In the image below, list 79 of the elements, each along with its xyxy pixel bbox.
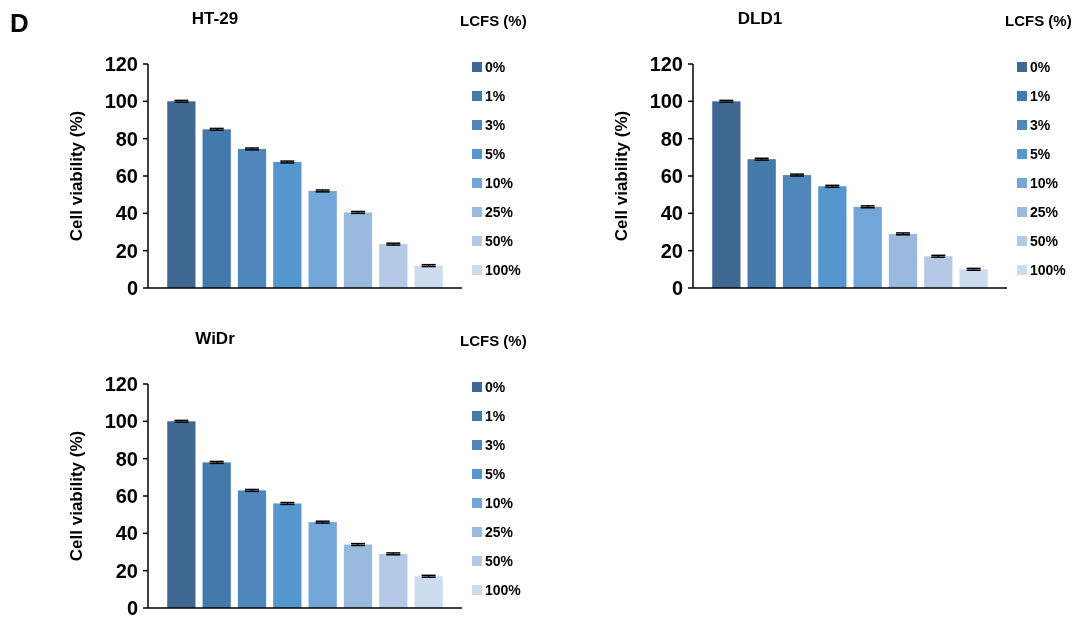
- legend-label: 50%: [485, 552, 514, 569]
- bar: [414, 265, 443, 288]
- bar: [782, 175, 812, 288]
- text: D: [10, 8, 29, 38]
- bar: [167, 421, 196, 608]
- y-tick-label: 80: [660, 127, 683, 150]
- bar: [237, 490, 267, 608]
- bar: [712, 101, 741, 288]
- legend-label: 5%: [485, 145, 506, 162]
- legend-label: 0%: [485, 58, 506, 75]
- bar: [818, 186, 847, 288]
- y-tick-label: 120: [104, 53, 138, 75]
- legend-label: 5%: [1030, 145, 1051, 162]
- chart-title: HT-29: [191, 9, 239, 28]
- y-tick-label: 20: [660, 239, 683, 262]
- legend-label: 10%: [485, 174, 514, 191]
- bar: [959, 269, 988, 288]
- bar: [379, 553, 408, 608]
- legend-label: 3%: [1030, 116, 1051, 133]
- bar: [237, 148, 267, 288]
- y-tick-label: 0: [671, 277, 683, 299]
- legend-title: LCFS (%): [1005, 12, 1072, 29]
- legend-label: 25%: [485, 523, 514, 540]
- legend-label: 10%: [485, 494, 514, 511]
- y-axis-title: Cell viability (%): [67, 430, 86, 562]
- y-tick-label: 60: [115, 485, 138, 507]
- bar: [273, 503, 302, 608]
- bar: [167, 101, 196, 288]
- legend-label: 50%: [1030, 232, 1059, 249]
- bar: [343, 212, 373, 288]
- legend-label: 0%: [485, 378, 506, 395]
- bar: [202, 129, 231, 288]
- bar: [888, 233, 918, 288]
- bar: [273, 162, 302, 288]
- legend-title: LCFS (%): [460, 12, 527, 29]
- legend-label: 1%: [485, 407, 506, 424]
- legend-label: 5%: [485, 465, 506, 482]
- y-tick-label: 100: [649, 90, 683, 113]
- y-tick-label: 40: [115, 202, 138, 225]
- y-tick-label: 80: [115, 447, 138, 470]
- legend-label: 1%: [1030, 87, 1051, 104]
- y-tick-label: 60: [115, 165, 138, 187]
- bar: [414, 576, 443, 608]
- y-tick-label: 0: [126, 277, 138, 299]
- y-tick-label: 100: [104, 410, 138, 433]
- chart-title: DLD1: [737, 9, 783, 28]
- bar: [308, 190, 337, 288]
- bar: [343, 544, 373, 608]
- bar: [308, 522, 337, 608]
- y-tick-label: 60: [660, 165, 683, 187]
- y-tick-label: 20: [115, 239, 138, 262]
- y-tick-label: 120: [649, 53, 683, 75]
- chart-title: WiDr: [195, 329, 236, 348]
- legend-title: LCFS (%): [460, 332, 527, 349]
- legend-label: 50%: [485, 232, 514, 249]
- legend-label: 25%: [1030, 203, 1059, 220]
- y-axis-title: Cell viability (%): [67, 110, 86, 242]
- legend-label: 100%: [1030, 261, 1067, 278]
- legend-label: 10%: [1030, 174, 1059, 191]
- y-tick-label: 20: [115, 559, 138, 582]
- y-tick-label: 40: [660, 202, 683, 225]
- y-tick-label: 40: [115, 522, 138, 545]
- y-tick-label: 120: [104, 373, 138, 395]
- bar: [202, 462, 231, 608]
- legend-label: 3%: [485, 436, 506, 453]
- bar: [747, 159, 776, 288]
- bar: [853, 206, 882, 288]
- legend-label: 100%: [485, 581, 522, 598]
- y-axis-title: Cell viability (%): [612, 110, 631, 242]
- legend-label: 100%: [485, 261, 522, 278]
- legend-label: 3%: [485, 116, 506, 133]
- y-tick-label: 80: [115, 127, 138, 150]
- bar: [379, 244, 408, 288]
- y-tick-label: 0: [126, 597, 138, 617]
- legend-label: 25%: [485, 203, 514, 220]
- legend-label: 1%: [485, 87, 506, 104]
- legend-label: 0%: [1030, 58, 1051, 75]
- y-tick-label: 100: [104, 90, 138, 113]
- bar: [924, 256, 953, 288]
